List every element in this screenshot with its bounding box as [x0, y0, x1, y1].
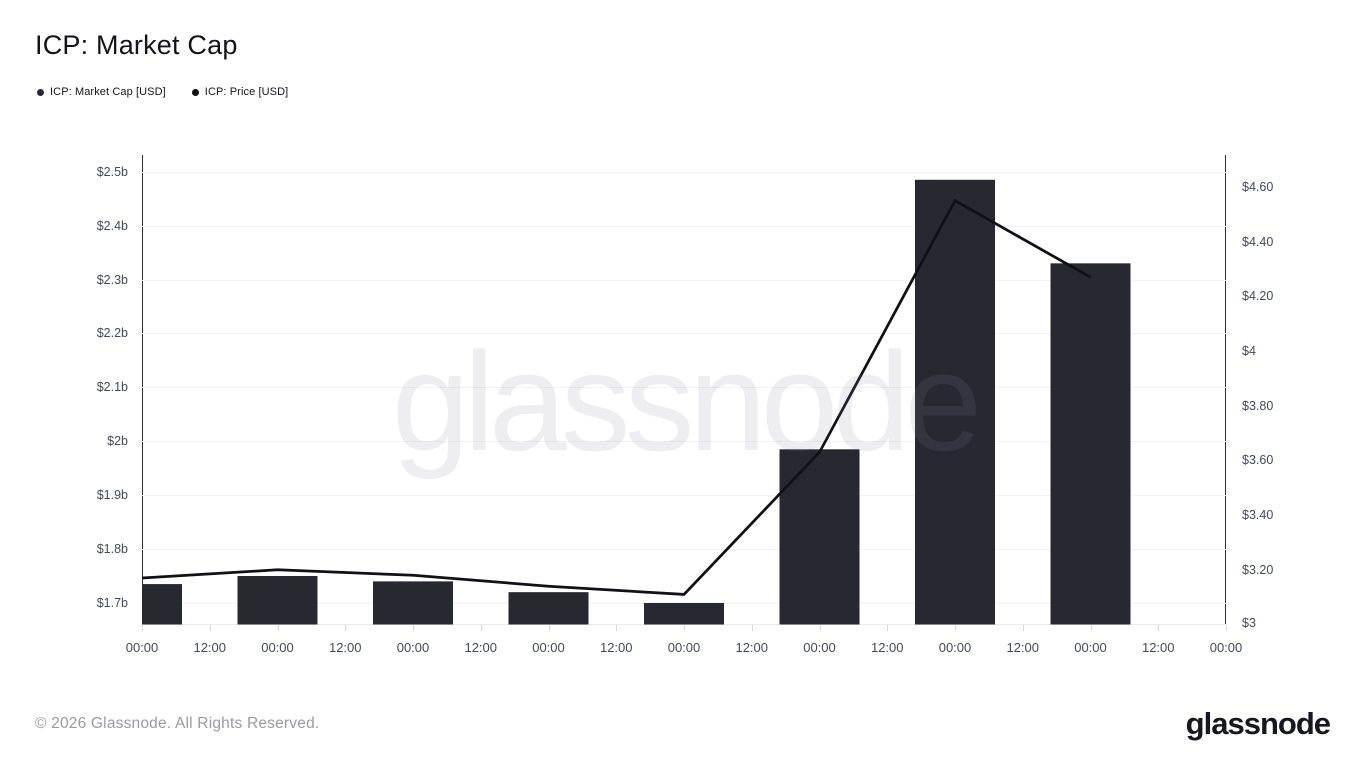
- x-axis-tick-label: 00:00: [261, 640, 294, 655]
- plot-area[interactable]: [142, 155, 1226, 625]
- x-axis-tickmark: [616, 625, 618, 631]
- left-axis-tick-label: $1.8b: [96, 542, 128, 557]
- market-cap-bar[interactable]: [237, 575, 318, 625]
- left-axis-tick-label: $2.1b: [96, 380, 128, 395]
- legend-marker-icon: [191, 88, 199, 96]
- left-axis-tick-label: $2b: [107, 434, 128, 449]
- left-axis-tick-label: $1.9b: [96, 488, 128, 503]
- gridline: [142, 441, 1226, 443]
- x-axis-tickmark: [1090, 625, 1092, 631]
- x-axis-tickmark: [819, 625, 821, 631]
- gridline: [142, 495, 1226, 497]
- x-axis-tickmark: [209, 625, 211, 631]
- x-axis-tickmark: [1226, 625, 1227, 631]
- x-axis-tickmark: [413, 625, 414, 631]
- glassnode-logo: glassnode: [1185, 706, 1331, 741]
- x-axis-tick-label: 00:00: [1074, 640, 1107, 655]
- right-axis-tick-label: $4: [1242, 344, 1256, 359]
- x-axis-tickmark: [751, 625, 753, 631]
- x-axis-baseline: [142, 624, 1226, 625]
- gridline: [142, 171, 1226, 173]
- legend-item-price[interactable]: ICP: Price [USD]: [191, 86, 289, 98]
- x-axis-tick-label: 12:00: [870, 640, 904, 655]
- x-axis-tick-label: 00:00: [667, 640, 701, 655]
- x-axis-tickmark: [480, 625, 482, 631]
- x-axis-tick-label: 00:00: [803, 640, 836, 655]
- copyright-text: © 2026 Glassnode. All Rights Reserved.: [35, 715, 320, 732]
- right-axis-tick-label: $4.40: [1242, 234, 1274, 249]
- gridline: [142, 225, 1226, 227]
- x-axis-tick-label: 00:00: [396, 640, 430, 655]
- x-axis-tick-label: 00:00: [125, 640, 159, 655]
- legend-item-label: ICP: Price [USD]: [204, 86, 289, 98]
- gridline: [142, 279, 1226, 281]
- market-cap-bar[interactable]: [508, 592, 589, 625]
- x-axis-tick-label: 12:00: [735, 640, 769, 655]
- left-axis-tick-label: $2.4b: [96, 218, 128, 233]
- gridline: [142, 333, 1226, 335]
- market-cap-bar[interactable]: [373, 581, 453, 625]
- x-axis-tick-label: 12:00: [1006, 640, 1040, 655]
- market-cap-bar[interactable]: [779, 449, 860, 625]
- legend: ICP: Market Cap [USD] ICP: Price [USD]: [37, 86, 288, 98]
- left-axis-tick-label: $2.3b: [96, 272, 128, 287]
- plot-canvas[interactable]: [142, 155, 1226, 625]
- right-axis-tick-label: $4.20: [1242, 289, 1274, 304]
- x-axis-tickmark: [345, 625, 347, 631]
- left-axis-tick-label: $1.7b: [96, 595, 128, 610]
- gridline: [142, 387, 1226, 389]
- price-line: [142, 198, 1092, 596]
- right-axis-tick-label: $3.40: [1242, 508, 1274, 523]
- x-axis-tick-label: 12:00: [1141, 640, 1175, 655]
- market-cap-bar[interactable]: [915, 179, 995, 625]
- x-axis-tickmark: [684, 625, 685, 631]
- left-axis-tick-label: $2.2b: [96, 326, 128, 341]
- x-axis-tickmark: [887, 625, 889, 631]
- legend-item-market-cap[interactable]: ICP: Market Cap [USD]: [37, 86, 166, 98]
- legend-marker-icon: [37, 88, 44, 96]
- market-cap-bar[interactable]: [142, 584, 182, 625]
- right-axis-tick-label: $4.60: [1242, 179, 1274, 194]
- x-axis-tick-label: 00:00: [1209, 640, 1243, 655]
- x-axis-tickmark: [1158, 625, 1160, 631]
- x-axis-tick-label: 12:00: [328, 640, 362, 655]
- gridline: [142, 549, 1226, 551]
- right-axis-tick-label: $3.80: [1242, 398, 1274, 413]
- right-axis-tick-label: $3.60: [1242, 453, 1274, 468]
- x-axis-tick-label: 00:00: [938, 640, 972, 655]
- x-axis-tick-label: 12:00: [464, 640, 498, 655]
- page-title: ICP: Market Cap: [35, 30, 238, 60]
- left-axis-tick-label: $2.5b: [96, 164, 128, 179]
- market-cap-bar[interactable]: [644, 602, 724, 625]
- right-axis-tick-label: $3: [1242, 616, 1256, 630]
- x-axis-tick-label: 12:00: [193, 640, 227, 655]
- x-axis-tick-label: 00:00: [532, 640, 565, 655]
- x-axis-tickmark: [277, 625, 279, 631]
- chart-area[interactable]: glassnode $2.5b $2.4b $2.3b $2.2b $2.1b $2b $1…: [0, 0, 1366, 700]
- x-axis-tickmark: [142, 625, 143, 631]
- x-axis-tickmark: [955, 625, 956, 631]
- x-axis-tickmark: [548, 625, 550, 631]
- right-axis-tick-label: $3.20: [1242, 562, 1274, 577]
- legend-item-label: ICP: Market Cap [USD]: [50, 86, 166, 98]
- market-cap-bar[interactable]: [1050, 263, 1131, 625]
- x-axis-tick-label: 12:00: [599, 640, 633, 655]
- x-axis-tickmark: [1022, 625, 1024, 631]
